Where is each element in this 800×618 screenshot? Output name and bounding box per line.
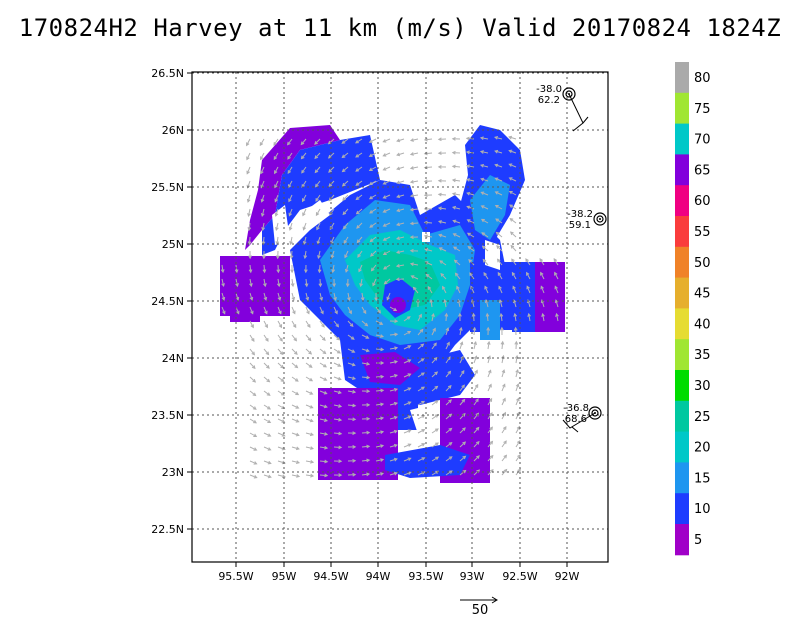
lat-tick-label: 25.5N (151, 181, 184, 194)
figure-title: 170824H2 Harvey at 11 km (m/s) Valid 201… (18, 14, 782, 42)
longitude-labels: 95.5W 95W 94.5W 94W 93.5W 93W 92.5W 92W (218, 570, 579, 583)
lon-tick-label: 93W (460, 570, 485, 583)
colorbar-label: 50 (694, 256, 711, 271)
colorbar-swatch (675, 62, 689, 94)
dropsonde-2-pressure-label: -38.2 (567, 209, 593, 220)
colorbar-swatch (675, 277, 689, 309)
colorbar-swatch (675, 370, 689, 402)
colorbar-label: 70 (694, 133, 711, 148)
lat-tick-label: 24.5N (151, 295, 184, 308)
dropsonde-3: -36.8 68.6 (562, 403, 602, 433)
colorbar-swatch (675, 339, 689, 371)
dropsonde-3-pressure-label: -36.8 (563, 403, 589, 414)
lon-tick-label: 92W (555, 570, 580, 583)
colorbar-swatch (675, 154, 689, 186)
colorbar-label: 10 (694, 502, 711, 517)
wind-speed-field (220, 125, 565, 483)
colorbar-label: 35 (694, 348, 711, 363)
lat-tick-label: 23.5N (151, 409, 184, 422)
dropsonde-3-value-label: 68.6 (565, 414, 587, 425)
grid-lines (192, 72, 608, 562)
lat-tick-label: 26N (162, 124, 184, 137)
plot-frame (191, 71, 609, 563)
colorbar-swatch (675, 123, 689, 155)
colorbar-label: 15 (694, 471, 711, 486)
colorbar-label: 55 (694, 225, 711, 240)
dropsonde-1-pressure-label: -38.0 (536, 84, 562, 95)
colorbar-label: 5 (694, 533, 702, 548)
colorbar: 80 75 70 65 60 55 50 45 40 35 30 25 20 15 10 5 (675, 62, 711, 556)
colorbar-swatch (675, 185, 689, 217)
lon-tick-label: 95W (272, 570, 297, 583)
lat-tick-label: 24N (162, 352, 184, 365)
lon-tick-label: 94W (366, 570, 391, 583)
colorbar-swatch (675, 400, 689, 433)
colorbar-swatch (675, 493, 689, 525)
colorbar-swatch (675, 308, 689, 340)
colorbar-swatch (675, 216, 689, 248)
colorbar-label: 25 (694, 410, 711, 425)
lon-tick-label: 94.5W (313, 570, 348, 583)
dropsonde-1: -38.0 62.2 (536, 84, 589, 132)
reference-vector: 50 (460, 596, 498, 618)
wind-vectors (220, 135, 559, 479)
lat-tick-label: 26.5N (151, 67, 184, 80)
lon-tick-label: 95.5W (218, 570, 253, 583)
colorbar-swatch (675, 92, 689, 125)
colorbar-label: 20 (694, 441, 711, 456)
colorbar-label: 80 (694, 71, 711, 86)
colorbar-label: 75 (694, 102, 711, 117)
colorbar-label: 65 (694, 163, 711, 178)
latitude-labels: 26.5N 26N 25.5N 25N 24.5N 24N 23.5N 23N … (151, 67, 184, 536)
colorbar-label: 40 (694, 317, 711, 332)
colorbar-swatch (675, 462, 689, 494)
colorbar-label: 45 (694, 287, 711, 302)
colorbar-label: 30 (694, 379, 711, 394)
colorbar-swatch (675, 431, 689, 463)
lat-tick-label: 25N (162, 238, 184, 251)
tick-marks (187, 72, 568, 567)
lon-tick-label: 92.5W (502, 570, 537, 583)
dropsonde-1-value-label: 62.2 (538, 95, 560, 106)
colorbar-swatch (675, 524, 689, 556)
dropsonde-2-value-label: 59.1 (569, 220, 591, 231)
lat-tick-label: 23N (162, 466, 184, 479)
colorbar-label: 60 (694, 194, 711, 209)
lat-tick-label: 22.5N (151, 523, 184, 536)
lon-tick-label: 93.5W (408, 570, 443, 583)
colorbar-swatch (675, 246, 689, 279)
reference-vector-label: 50 (472, 603, 489, 618)
dropsonde-2: -38.2 59.1 (567, 209, 607, 231)
